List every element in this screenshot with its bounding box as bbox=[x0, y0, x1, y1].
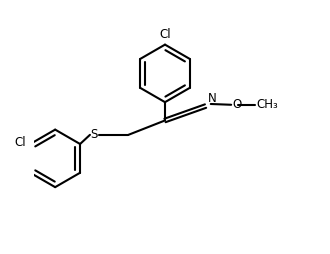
Text: S: S bbox=[91, 128, 98, 141]
Text: N: N bbox=[208, 92, 216, 105]
Text: Cl: Cl bbox=[15, 136, 26, 149]
Text: O: O bbox=[233, 98, 242, 111]
Text: Cl: Cl bbox=[159, 28, 171, 41]
Text: CH₃: CH₃ bbox=[256, 98, 278, 111]
